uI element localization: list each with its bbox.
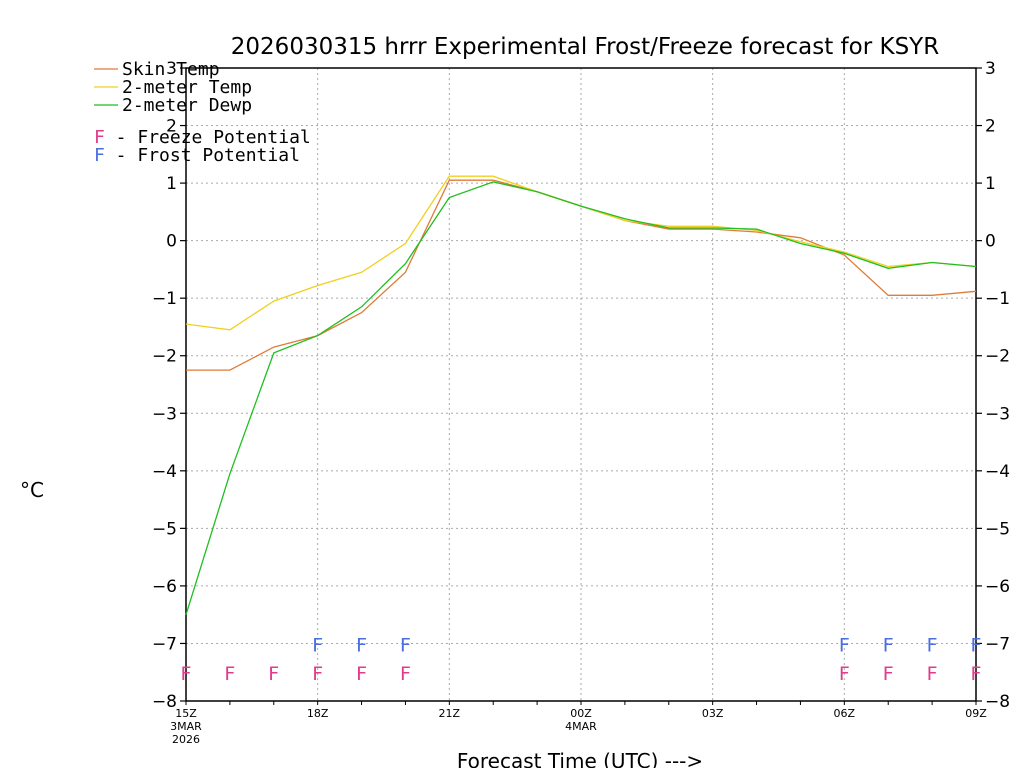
gridlines [186,68,976,701]
y-tick-label: −6 [152,577,177,597]
series-lines [185,175,977,615]
freeze-flag: F [224,663,235,685]
y-tick-label: 3 [166,59,177,79]
y-tick-label: 2 [985,117,996,137]
legend-flag-text: - Frost Potential [105,145,300,166]
freeze-flag: F [312,663,323,685]
frost-flag: F [400,634,411,656]
legend-flag-entry: F - Freeze Potential [94,127,311,148]
legend-entry: 2-meter Temp [122,77,252,98]
y-tick-label: −6 [985,577,1010,597]
freeze-flag: F [181,663,192,685]
x-tick-label: 15Z [175,707,197,720]
y-tick-label: −2 [985,347,1010,367]
y-tick-label: −1 [152,289,177,309]
legend-entry: 2-meter Dewp [122,95,252,116]
freeze-flag: F [971,663,982,685]
y-tick-label: −3 [152,404,177,424]
y-axis-left: 3 2 1 0 −1 −2 −3 −4 −5 −6 −7 −8 [152,59,186,712]
y-tick-label: −2 [152,347,177,367]
x-tick-date: 4MAR [565,720,597,733]
frost-flag: F [927,634,938,656]
frost-flag: F [356,634,367,656]
frost-flag: F [883,634,894,656]
frost-flag: F [971,634,982,656]
freeze-flag: F [356,663,367,685]
x-tick-label: 00Z [570,707,592,720]
freeze-flag: F [883,663,894,685]
y-tick-label: 0 [985,232,996,252]
y-tick-label: −7 [152,634,177,654]
x-tick-label: 03Z [702,707,724,720]
x-tick-year: 2026 [172,733,200,746]
y-tick-label: −5 [985,519,1010,539]
frost-flag: F [312,634,323,656]
y-axis-label: °C [20,478,44,502]
y-tick-label: 3 [985,59,996,79]
freeze-flag: F [839,663,850,685]
legend-flag-text: - Freeze Potential [105,127,311,148]
freeze-flag: F [268,663,279,685]
frost-flag: F [839,634,850,656]
y-tick-label: −8 [152,692,177,712]
freeze-flag: F [927,663,938,685]
legend-entry: Skin Temp [122,59,220,80]
x-tick-label: 21Z [439,707,461,720]
y-tick-label: 2 [166,117,177,137]
freeze-flag: F [400,663,411,685]
x-tick-label: 18Z [307,707,329,720]
y-axis-right: 3 2 1 0 −1 −2 −3 −4 −5 −6 −7 −8 [976,59,1010,712]
y-tick-label: 1 [166,174,177,194]
series-line-2-meter-dewp [185,181,977,615]
x-tick-label: 09Z [965,707,987,720]
legend-flag-entry: F - Frost Potential [94,145,300,166]
y-tick-label: −3 [985,404,1010,424]
x-tick-label: 06Z [834,707,856,720]
y-tick-label: −4 [985,462,1010,482]
legend-flag-letter: F [94,145,105,166]
y-tick-label: −8 [985,692,1010,712]
y-tick-label: −1 [985,289,1010,309]
y-tick-label: 1 [985,174,996,194]
y-tick-label: −4 [152,462,177,482]
y-tick-label: −5 [152,519,177,539]
x-tick-date: 3MAR [170,720,202,733]
chart-title: 2026030315 hrrr Experimental Frost/Freez… [231,34,939,60]
legend-flag-letter: F [94,127,105,148]
x-axis-label: Forecast Time (UTC) ---> [457,749,703,768]
frost-freeze-flags: F F F F F F FF F F F F F F F F F [181,634,982,685]
y-tick-label: −7 [985,634,1010,654]
y-tick-label: 0 [166,232,177,252]
